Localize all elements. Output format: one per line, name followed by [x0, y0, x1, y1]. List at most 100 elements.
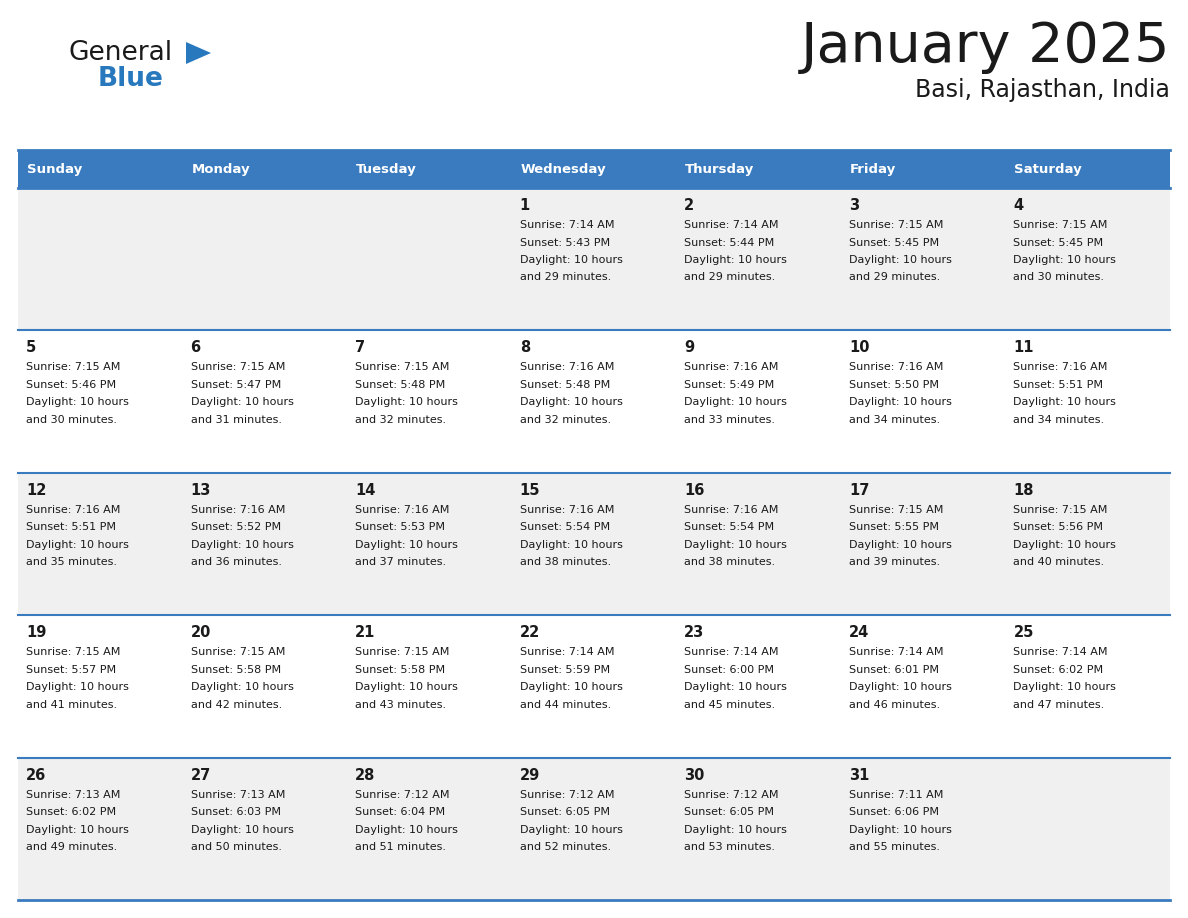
FancyBboxPatch shape [512, 188, 676, 330]
Text: and 51 minutes.: and 51 minutes. [355, 842, 447, 852]
Text: 5: 5 [26, 341, 37, 355]
Text: Sunset: 5:51 PM: Sunset: 5:51 PM [1013, 380, 1104, 390]
Text: General: General [68, 40, 172, 66]
Text: Daylight: 10 hours: Daylight: 10 hours [355, 397, 459, 408]
Text: 20: 20 [190, 625, 211, 640]
Text: Daylight: 10 hours: Daylight: 10 hours [519, 824, 623, 834]
Text: Sunset: 5:52 PM: Sunset: 5:52 PM [190, 522, 280, 532]
Polygon shape [187, 42, 211, 64]
Text: and 31 minutes.: and 31 minutes. [190, 415, 282, 425]
Text: Sunrise: 7:15 AM: Sunrise: 7:15 AM [355, 647, 449, 657]
Text: Daylight: 10 hours: Daylight: 10 hours [684, 682, 788, 692]
FancyBboxPatch shape [1005, 757, 1170, 900]
Text: 9: 9 [684, 341, 695, 355]
Text: Sunrise: 7:16 AM: Sunrise: 7:16 AM [519, 363, 614, 373]
FancyBboxPatch shape [18, 188, 183, 330]
FancyBboxPatch shape [183, 757, 347, 900]
FancyBboxPatch shape [1005, 150, 1170, 188]
Text: and 29 minutes.: and 29 minutes. [684, 273, 776, 283]
Text: 15: 15 [519, 483, 541, 498]
FancyBboxPatch shape [347, 615, 512, 757]
Text: Daylight: 10 hours: Daylight: 10 hours [849, 540, 952, 550]
Text: Sunset: 5:45 PM: Sunset: 5:45 PM [1013, 238, 1104, 248]
Text: Sunset: 6:05 PM: Sunset: 6:05 PM [684, 807, 775, 817]
FancyBboxPatch shape [347, 330, 512, 473]
FancyBboxPatch shape [183, 330, 347, 473]
Text: 29: 29 [519, 767, 541, 783]
Text: and 36 minutes.: and 36 minutes. [190, 557, 282, 567]
Text: Sunset: 6:01 PM: Sunset: 6:01 PM [849, 665, 939, 675]
Text: Daylight: 10 hours: Daylight: 10 hours [684, 255, 788, 265]
Text: Sunset: 5:56 PM: Sunset: 5:56 PM [1013, 522, 1104, 532]
Text: Daylight: 10 hours: Daylight: 10 hours [26, 397, 128, 408]
Text: 26: 26 [26, 767, 46, 783]
Text: Sunrise: 7:15 AM: Sunrise: 7:15 AM [190, 363, 285, 373]
Text: and 43 minutes.: and 43 minutes. [355, 700, 447, 710]
Text: Sunset: 5:55 PM: Sunset: 5:55 PM [849, 522, 939, 532]
Text: 2: 2 [684, 198, 695, 213]
Text: Sunset: 6:04 PM: Sunset: 6:04 PM [355, 807, 446, 817]
Text: Sunrise: 7:14 AM: Sunrise: 7:14 AM [519, 647, 614, 657]
Text: 19: 19 [26, 625, 46, 640]
FancyBboxPatch shape [841, 757, 1005, 900]
FancyBboxPatch shape [512, 330, 676, 473]
Text: and 46 minutes.: and 46 minutes. [849, 700, 940, 710]
Text: Sunset: 5:48 PM: Sunset: 5:48 PM [355, 380, 446, 390]
Text: Basi, Rajasthan, India: Basi, Rajasthan, India [915, 78, 1170, 102]
Text: Sunset: 6:03 PM: Sunset: 6:03 PM [190, 807, 280, 817]
FancyBboxPatch shape [1005, 615, 1170, 757]
Text: Daylight: 10 hours: Daylight: 10 hours [849, 824, 952, 834]
Text: Sunset: 5:59 PM: Sunset: 5:59 PM [519, 665, 609, 675]
Text: Sunrise: 7:13 AM: Sunrise: 7:13 AM [190, 789, 285, 800]
Text: and 30 minutes.: and 30 minutes. [26, 415, 116, 425]
Text: Sunrise: 7:14 AM: Sunrise: 7:14 AM [1013, 647, 1108, 657]
FancyBboxPatch shape [1005, 188, 1170, 330]
Text: Sunset: 6:02 PM: Sunset: 6:02 PM [26, 807, 116, 817]
Text: Saturday: Saturday [1015, 162, 1082, 175]
Text: and 47 minutes.: and 47 minutes. [1013, 700, 1105, 710]
Text: 14: 14 [355, 483, 375, 498]
Text: Daylight: 10 hours: Daylight: 10 hours [190, 540, 293, 550]
Text: Sunset: 5:53 PM: Sunset: 5:53 PM [355, 522, 446, 532]
Text: Sunrise: 7:12 AM: Sunrise: 7:12 AM [684, 789, 779, 800]
Text: Sunset: 5:54 PM: Sunset: 5:54 PM [519, 522, 609, 532]
Text: and 33 minutes.: and 33 minutes. [684, 415, 776, 425]
FancyBboxPatch shape [512, 150, 676, 188]
Text: Daylight: 10 hours: Daylight: 10 hours [519, 540, 623, 550]
Text: Sunrise: 7:16 AM: Sunrise: 7:16 AM [190, 505, 285, 515]
Text: Sunrise: 7:13 AM: Sunrise: 7:13 AM [26, 789, 120, 800]
Text: Sunset: 6:02 PM: Sunset: 6:02 PM [1013, 665, 1104, 675]
Text: Tuesday: Tuesday [356, 162, 417, 175]
FancyBboxPatch shape [841, 473, 1005, 615]
Text: Wednesday: Wednesday [520, 162, 606, 175]
Text: Sunrise: 7:15 AM: Sunrise: 7:15 AM [1013, 220, 1107, 230]
FancyBboxPatch shape [676, 473, 841, 615]
Text: Daylight: 10 hours: Daylight: 10 hours [684, 397, 788, 408]
Text: Sunset: 5:50 PM: Sunset: 5:50 PM [849, 380, 939, 390]
Text: 23: 23 [684, 625, 704, 640]
Text: Monday: Monday [191, 162, 251, 175]
Text: Daylight: 10 hours: Daylight: 10 hours [26, 540, 128, 550]
FancyBboxPatch shape [183, 473, 347, 615]
Text: Daylight: 10 hours: Daylight: 10 hours [355, 540, 459, 550]
Text: Daylight: 10 hours: Daylight: 10 hours [26, 682, 128, 692]
Text: and 39 minutes.: and 39 minutes. [849, 557, 940, 567]
Text: 12: 12 [26, 483, 46, 498]
Text: and 41 minutes.: and 41 minutes. [26, 700, 118, 710]
Text: Sunset: 5:47 PM: Sunset: 5:47 PM [190, 380, 280, 390]
Text: 1: 1 [519, 198, 530, 213]
FancyBboxPatch shape [841, 150, 1005, 188]
FancyBboxPatch shape [841, 330, 1005, 473]
Text: and 29 minutes.: and 29 minutes. [519, 273, 611, 283]
Text: Sunrise: 7:16 AM: Sunrise: 7:16 AM [1013, 363, 1107, 373]
Text: 27: 27 [190, 767, 210, 783]
Text: Blue: Blue [97, 66, 164, 92]
Text: and 44 minutes.: and 44 minutes. [519, 700, 611, 710]
Text: 6: 6 [190, 341, 201, 355]
FancyBboxPatch shape [347, 757, 512, 900]
Text: Daylight: 10 hours: Daylight: 10 hours [355, 682, 459, 692]
FancyBboxPatch shape [18, 330, 183, 473]
Text: Daylight: 10 hours: Daylight: 10 hours [1013, 682, 1117, 692]
FancyBboxPatch shape [512, 757, 676, 900]
Text: Sunset: 5:45 PM: Sunset: 5:45 PM [849, 238, 939, 248]
